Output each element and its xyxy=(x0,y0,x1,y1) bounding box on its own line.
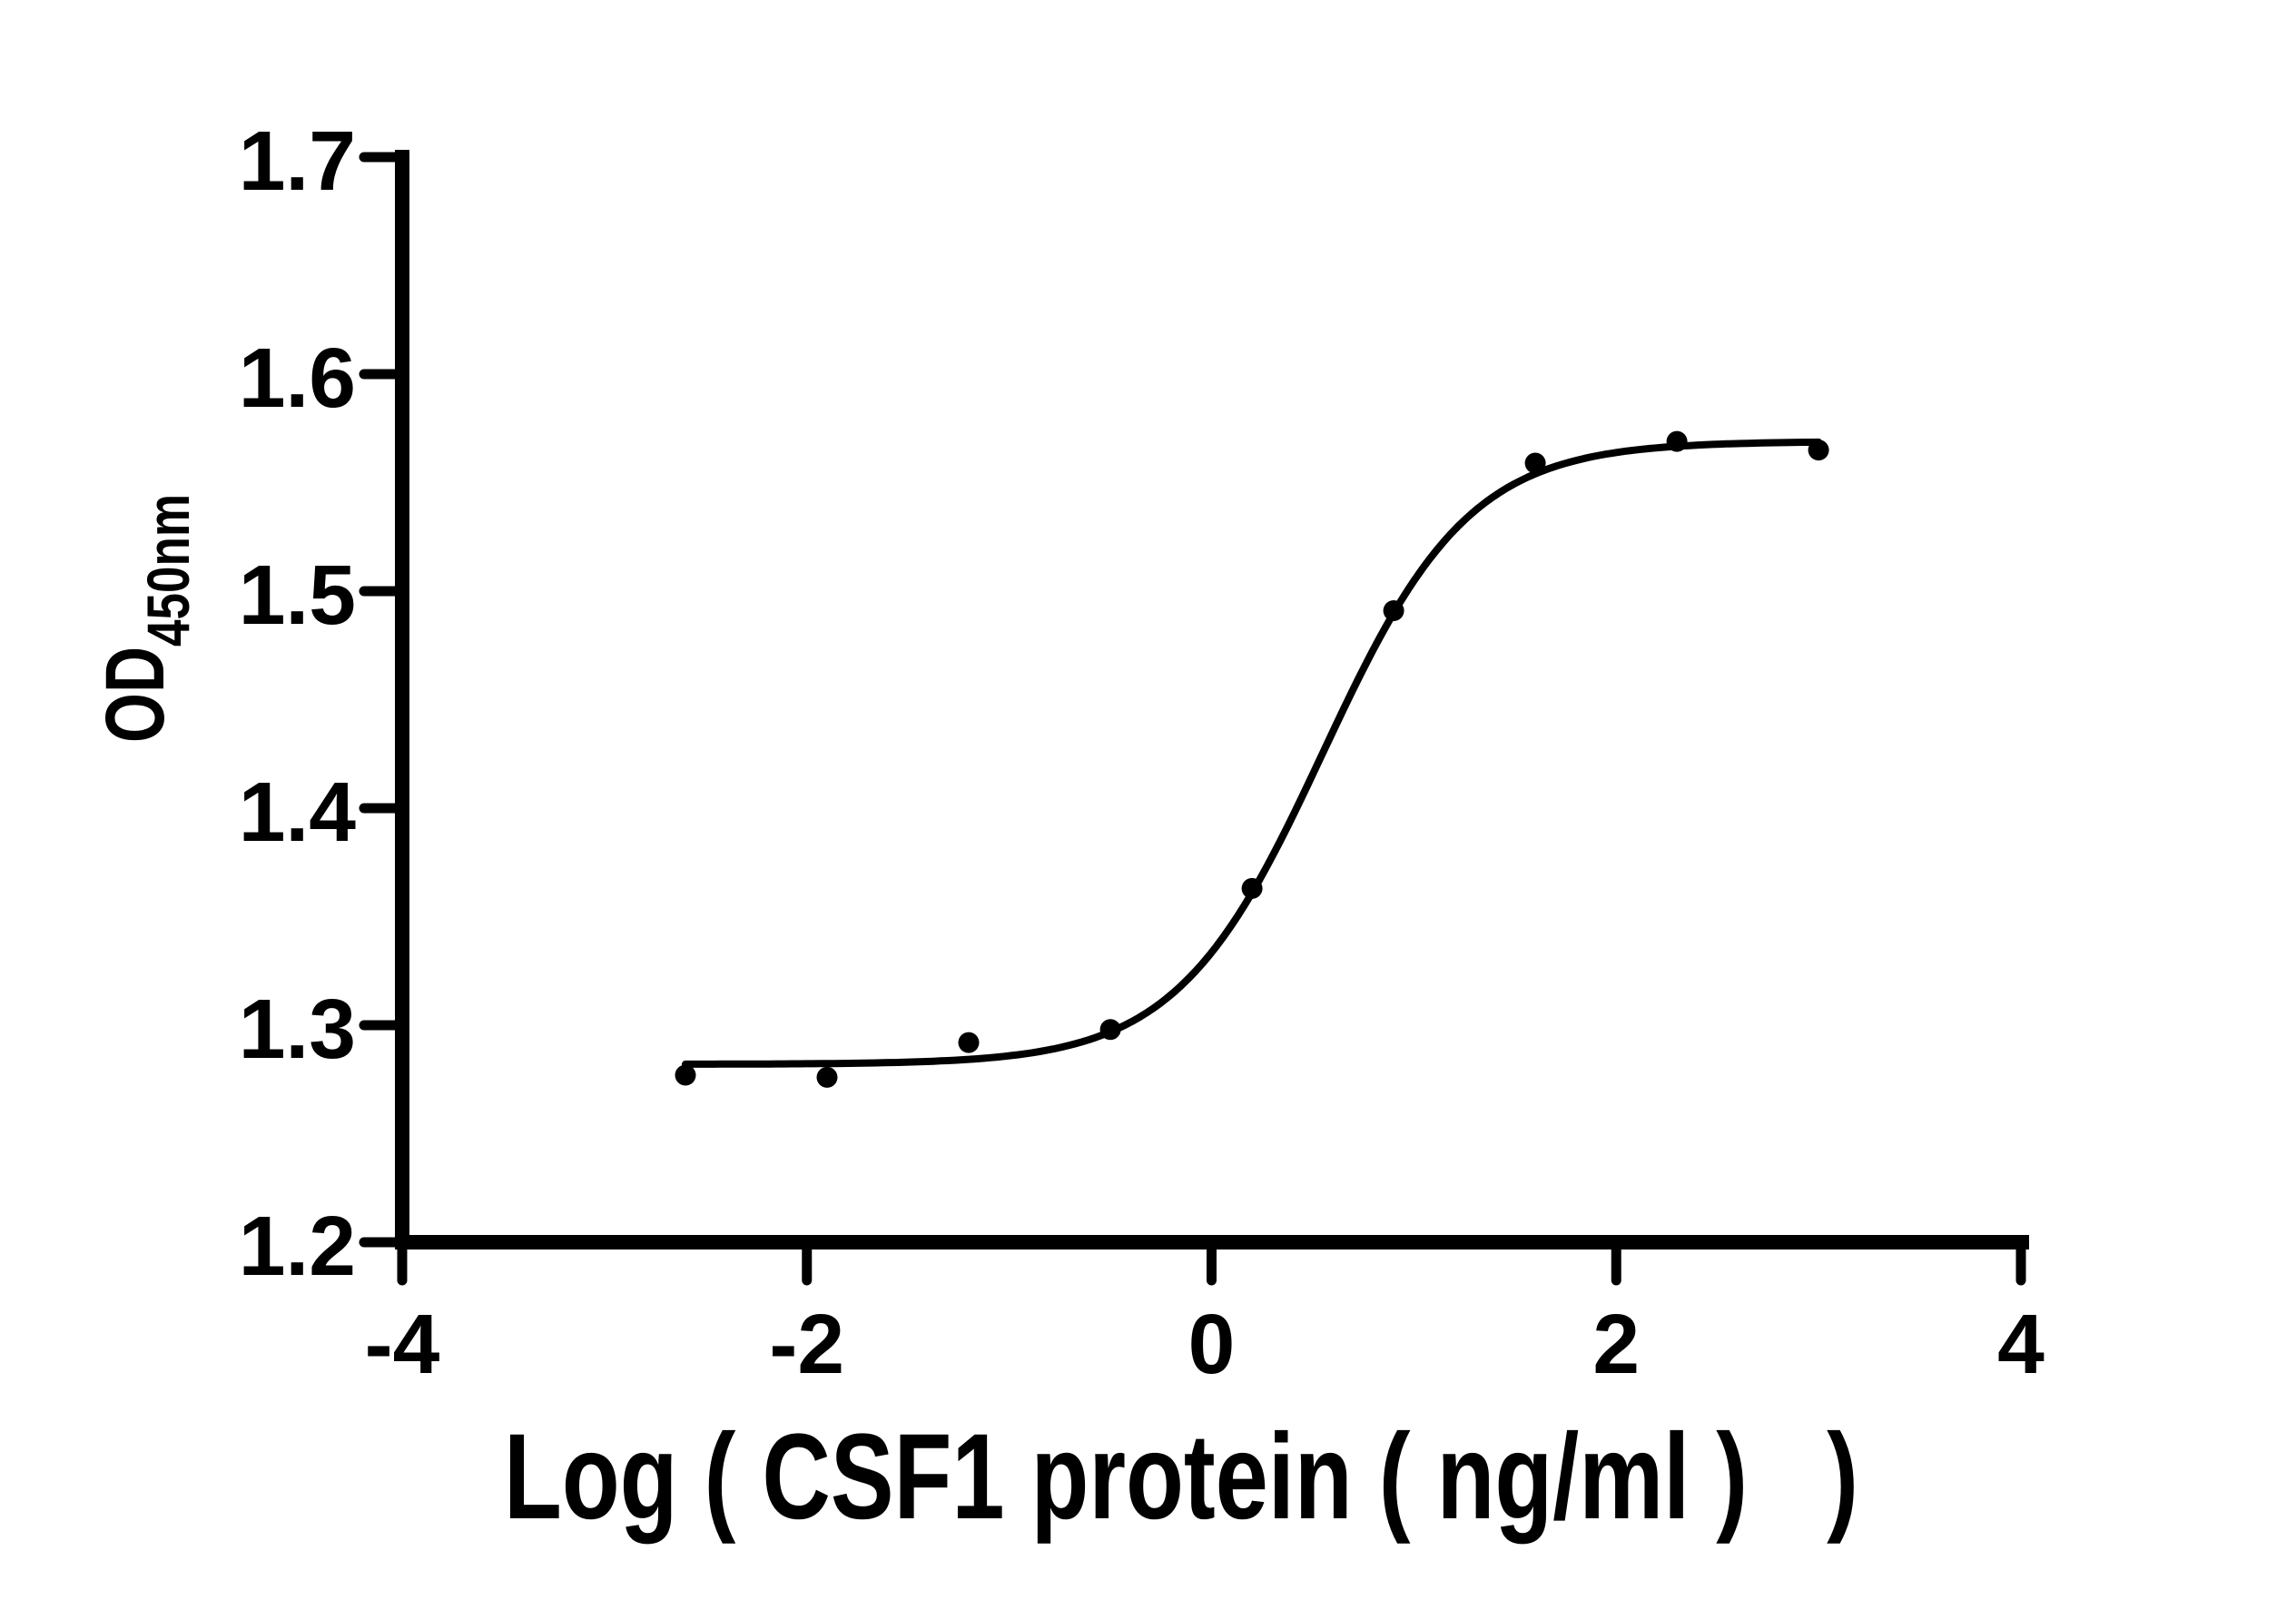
axes: -4 -2 0 2 4 1.2 1.3 1.4 1.5 1.6 1.7 xyxy=(239,114,2045,1391)
y-axis-tick-label: 1.4 xyxy=(239,765,357,859)
x-axis-tick-label: -4 xyxy=(365,1297,440,1391)
data-point xyxy=(1241,877,1263,899)
y-axis-title-main: OD xyxy=(89,647,182,743)
data-points-layer xyxy=(675,430,1829,1088)
y-axis-tick-label: 1.7 xyxy=(239,114,356,208)
x-axis-title: Log ( CSF1 protein ( ng/ml ) ) xyxy=(504,1409,1858,1545)
data-point xyxy=(1524,452,1546,474)
y-axis-title: OD450nm xyxy=(89,494,202,743)
x-axis-tick-label: 0 xyxy=(1188,1297,1236,1391)
data-point xyxy=(1383,600,1404,621)
x-axis-tick-label: -2 xyxy=(769,1297,844,1391)
data-point xyxy=(958,1032,980,1053)
x-axis-tick-label: 2 xyxy=(1592,1297,1640,1391)
data-point xyxy=(675,1064,696,1086)
x-axis-tick-label: 4 xyxy=(1997,1297,2045,1391)
data-point xyxy=(816,1066,838,1088)
y-axis-tick-label: 1.2 xyxy=(239,1199,356,1293)
data-point xyxy=(1099,1019,1121,1041)
y-axis-tick-label: 1.6 xyxy=(239,331,356,425)
data-point xyxy=(1666,430,1688,452)
y-axis-tick-label: 1.3 xyxy=(239,982,356,1076)
data-point xyxy=(1808,440,1829,461)
y-axis-title-subscript: 450nm xyxy=(134,494,202,647)
y-axis-tick-label: 1.5 xyxy=(239,548,356,642)
